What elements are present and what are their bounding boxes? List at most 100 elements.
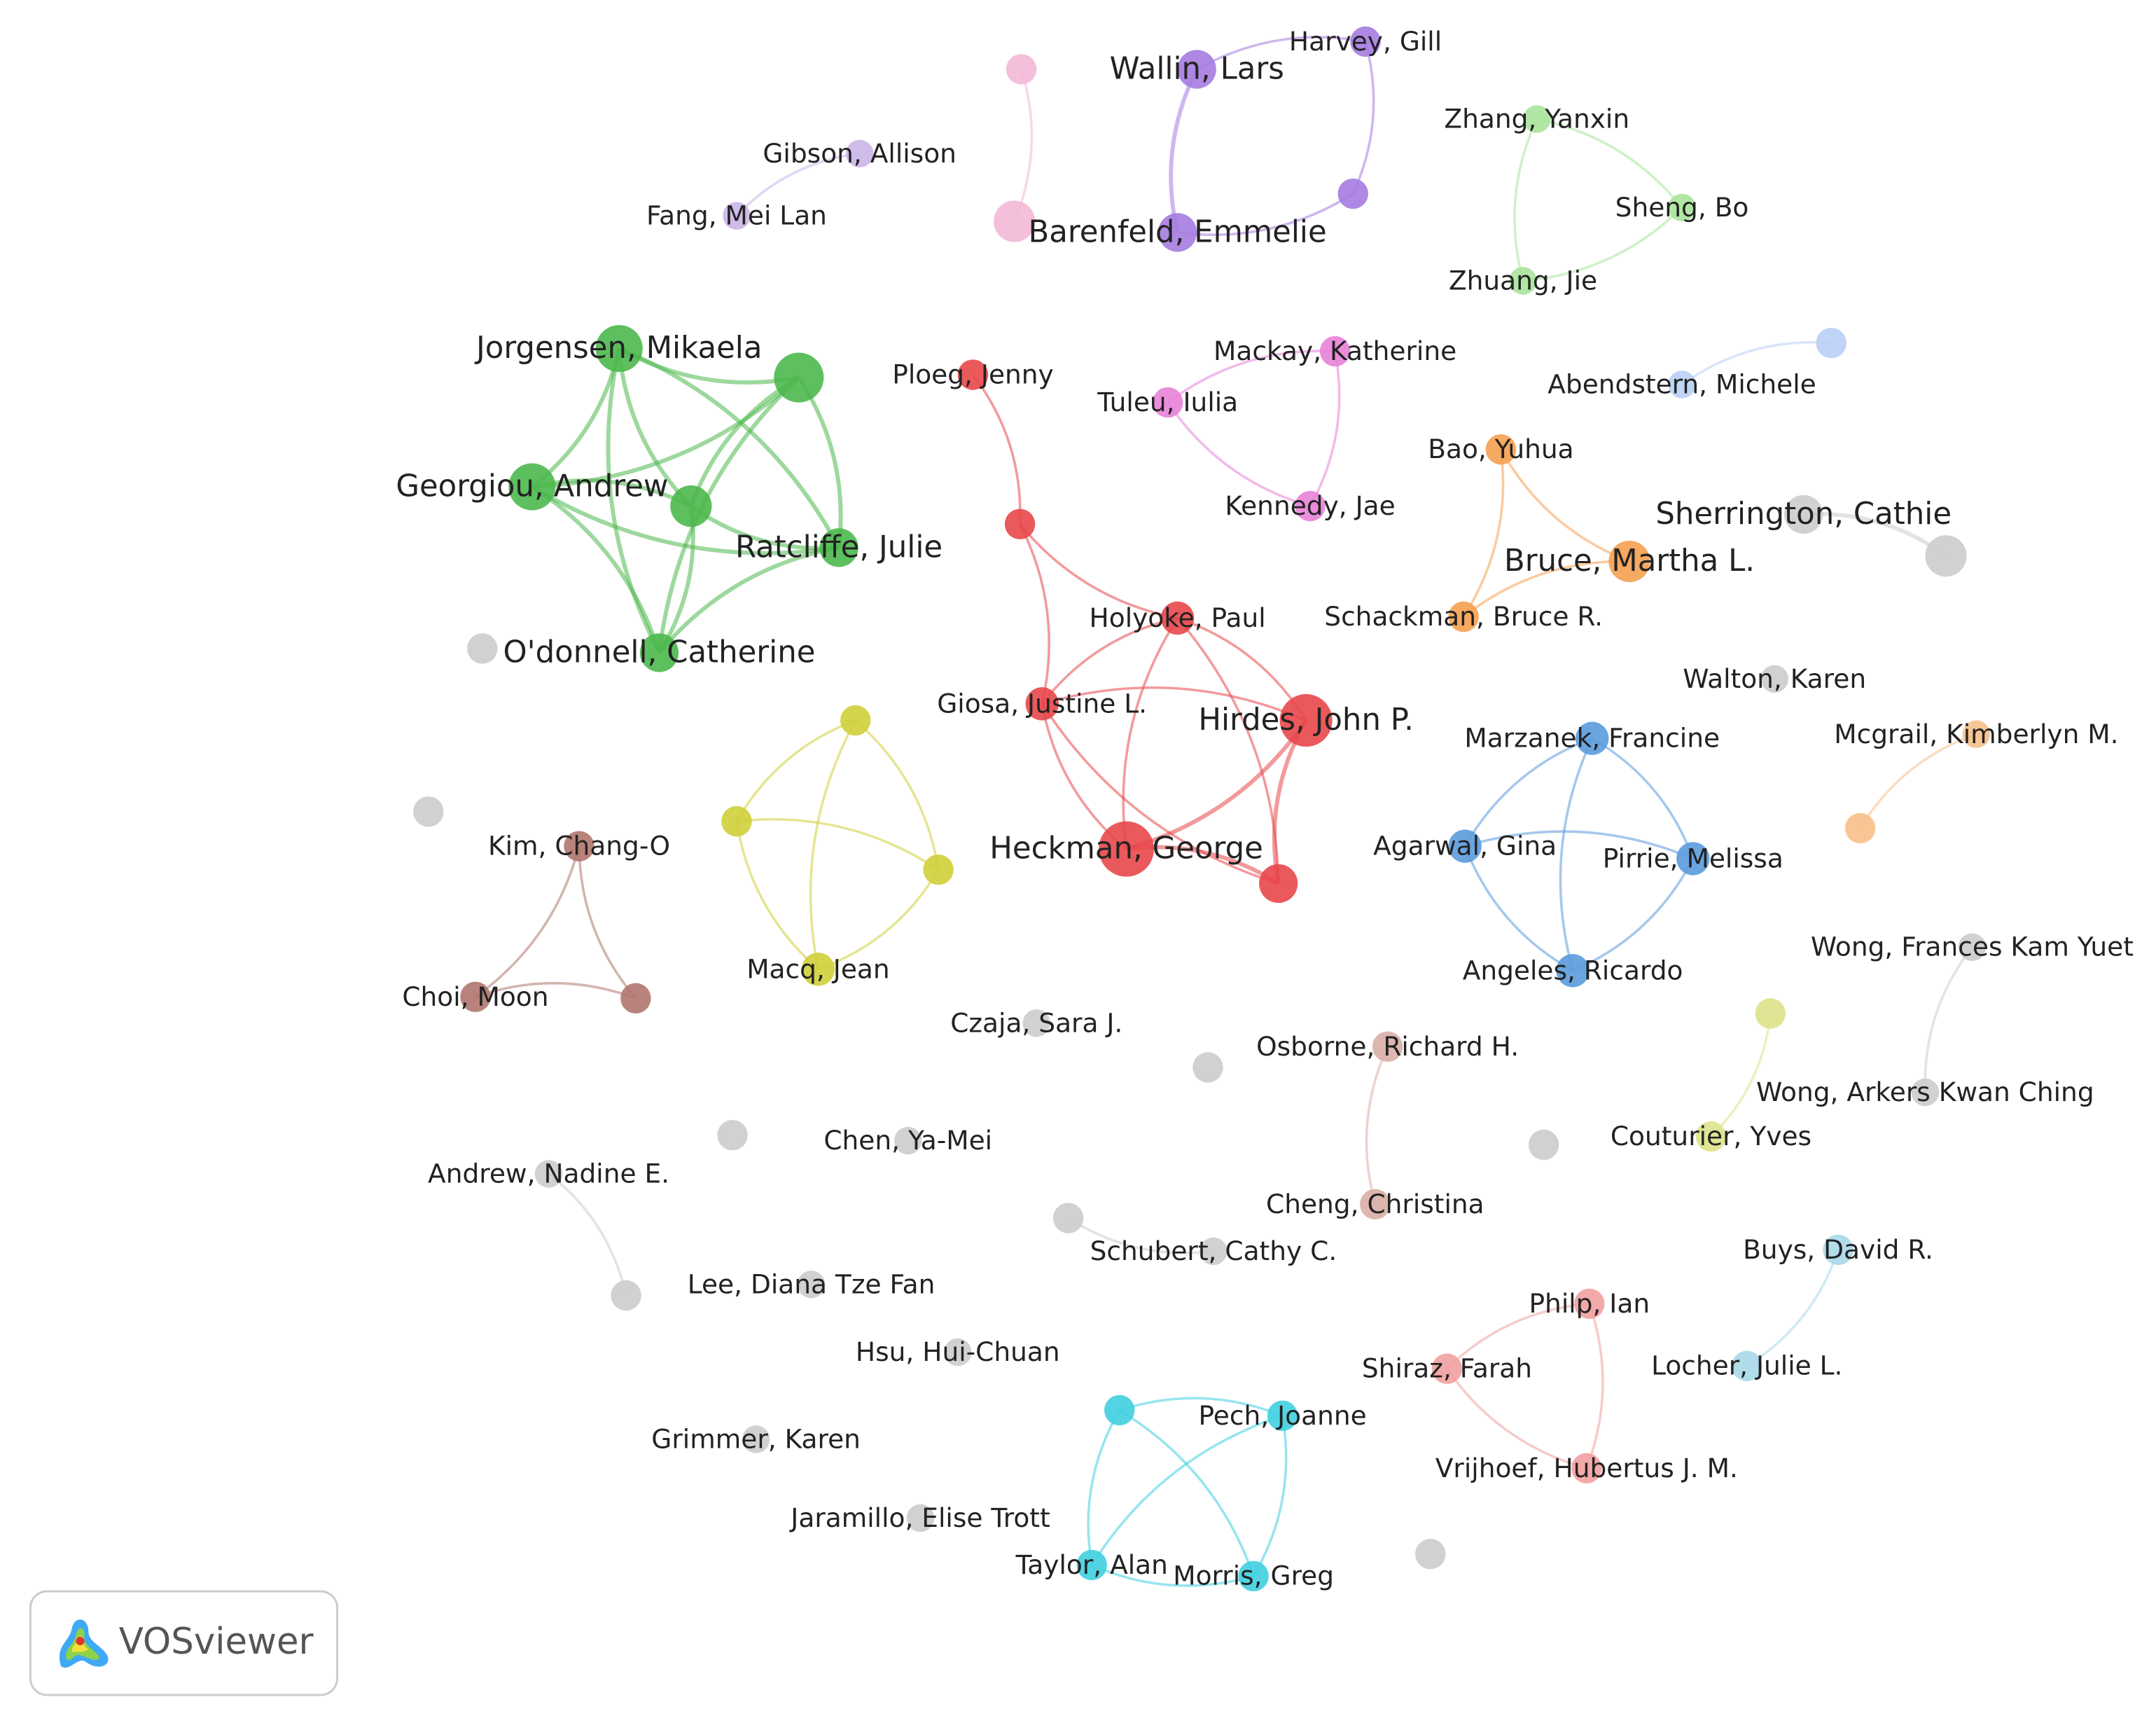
node-label: Ratcliffe, Julie (735, 530, 943, 565)
node (1192, 1052, 1223, 1083)
edge (1746, 1249, 1839, 1367)
node (1556, 954, 1590, 988)
node (1319, 335, 1351, 367)
edge (1309, 351, 1341, 507)
node (639, 633, 679, 672)
edge (1087, 1409, 1121, 1565)
edge (1041, 703, 1279, 885)
node (467, 633, 498, 664)
node (1816, 328, 1846, 359)
edge (1522, 207, 1683, 282)
node (1157, 213, 1197, 252)
node (620, 983, 651, 1013)
edge (1167, 350, 1335, 404)
edge (1859, 733, 1977, 829)
node (1823, 1234, 1854, 1266)
edge (1125, 719, 1308, 851)
edge (1090, 1414, 1284, 1566)
node (1844, 812, 1876, 844)
edge (1463, 845, 1573, 972)
edge (531, 485, 840, 555)
edge (1196, 36, 1366, 71)
node-label: Morris, Greg (1173, 1561, 1334, 1591)
node-label: Abendstern, Michele (1548, 368, 1816, 399)
edge (1177, 193, 1354, 236)
node (774, 352, 824, 403)
node (1337, 178, 1368, 209)
node (534, 1160, 563, 1188)
edge (1167, 401, 1311, 508)
logo-box (29, 1590, 339, 1696)
edge (817, 869, 940, 971)
node (1004, 508, 1036, 539)
edge (735, 152, 860, 217)
edge (1013, 69, 1034, 222)
node-label: Ploeg, Jenny (892, 359, 1054, 390)
node-label: Chen, Ya-Mei (823, 1125, 992, 1156)
node-label: Sherrington, Cathie (1655, 497, 1952, 532)
edge (1559, 738, 1594, 971)
edge (1122, 617, 1179, 850)
node-label: Bao, Yuhua (1428, 434, 1573, 464)
node (1509, 267, 1537, 295)
node-label: Hirdes, John P. (1198, 703, 1414, 738)
edge (1041, 686, 1307, 722)
node (1415, 1538, 1446, 1570)
node-label: Walton, Karen (1683, 663, 1866, 694)
node (1695, 1121, 1727, 1152)
node-label: Wong, Arkers Kwan Ching (1756, 1077, 2094, 1107)
edge (1446, 1368, 1587, 1470)
edge (1464, 830, 1694, 860)
node-label: Schackman, Bruce R. (1324, 601, 1603, 632)
edge (1710, 1013, 1772, 1137)
node (1485, 434, 1517, 465)
edge (578, 846, 637, 999)
node (1958, 933, 1987, 961)
node-label: Philp, Ian (1529, 1288, 1650, 1319)
node-label: Tuleu, Iulia (1097, 387, 1238, 417)
node (1431, 1353, 1463, 1384)
edge (1118, 1409, 1255, 1577)
node (1528, 1129, 1559, 1161)
edge (618, 346, 841, 549)
node (957, 359, 989, 390)
node-label: Pirrie, Melissa (1603, 843, 1783, 873)
node-label: Buys, David R. (1743, 1234, 1933, 1265)
node-label: Angeles, Ricardo (1463, 955, 1683, 985)
node (801, 953, 835, 986)
logo-icon (59, 1619, 109, 1668)
node-label: Giosa, Justine L. (937, 688, 1147, 719)
node (1668, 193, 1696, 222)
node (1022, 1009, 1051, 1037)
node (1259, 864, 1298, 904)
node (460, 981, 491, 1013)
node-label: Andrew, Nadine E. (428, 1158, 669, 1189)
edge (735, 719, 856, 822)
edge (1463, 737, 1593, 847)
node (845, 139, 874, 168)
node-label: Cheng, Christina (1266, 1189, 1484, 1219)
node-label: Holyoke, Paul (1090, 602, 1266, 633)
node-label: Mcgrail, Kimberlyn M. (1834, 719, 2118, 749)
node (1099, 821, 1155, 877)
node-label: Shiraz, Farah (1362, 1353, 1532, 1384)
node-label: Osborne, Richard H. (1256, 1031, 1519, 1062)
node (923, 854, 954, 885)
node-label: Fang, Mei Lan (646, 200, 827, 231)
edge (1924, 946, 1973, 1093)
node (717, 1119, 748, 1151)
node (1104, 1395, 1135, 1426)
node (1576, 721, 1609, 755)
node (1448, 829, 1482, 863)
node (893, 1126, 922, 1155)
edge (1536, 118, 1683, 209)
edge (735, 821, 819, 971)
node-label: Czaja, Sara J. (950, 1007, 1122, 1038)
node (1676, 842, 1710, 876)
edge (531, 347, 622, 489)
node-label: Schubert, Cathy C. (1090, 1236, 1337, 1266)
node-label: Lee, Diana Tze Fan (688, 1268, 936, 1299)
node (1760, 665, 1788, 693)
